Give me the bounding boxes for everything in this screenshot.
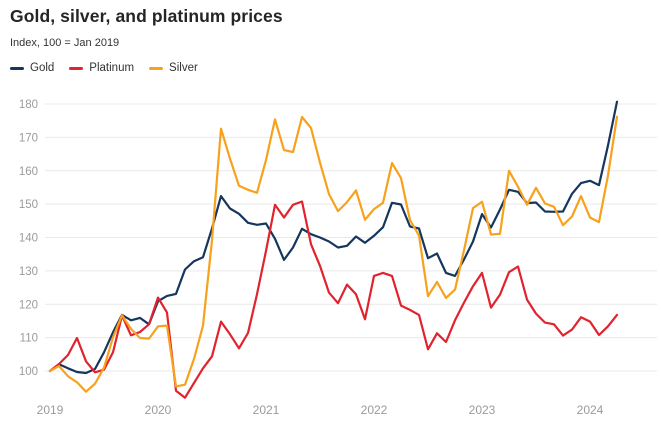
x-tick-label: 2020 — [145, 403, 172, 417]
x-tick-label: 2024 — [577, 403, 604, 417]
series-line-silver — [48, 115, 619, 393]
y-tick-label: 110 — [20, 333, 38, 345]
x-tick-label: 2022 — [361, 403, 388, 417]
legend-swatch-platinum — [69, 66, 84, 70]
legend-swatch-gold — [10, 66, 24, 70]
y-tick-label: 100 — [19, 366, 38, 378]
legend-label: Silver — [169, 62, 198, 74]
legend-label: Platinum — [89, 62, 135, 74]
y-tick-label: 150 — [19, 199, 38, 211]
x-tick-label: 2023 — [469, 403, 496, 417]
legend-item-platinum: Platinum — [69, 62, 134, 74]
x-tick-label: 2019 — [37, 403, 64, 417]
legend-label: Gold — [30, 62, 55, 74]
y-tick-label: 130 — [19, 266, 38, 278]
chart-legend: Gold Platinum Silver — [10, 62, 198, 74]
series-line-platinum — [48, 200, 619, 399]
y-tick-label: 170 — [19, 132, 38, 144]
legend-item-silver: Silver — [149, 62, 198, 74]
legend-item-gold: Gold — [10, 62, 54, 74]
chart-subtitle: Index, 100 = Jan 2019 — [10, 37, 120, 49]
y-tick-label: 180 — [19, 99, 38, 111]
y-tick-label: 120 — [19, 299, 38, 311]
y-tick-label: 160 — [19, 166, 38, 178]
legend-swatch-silver — [149, 66, 164, 70]
y-tick-label: 140 — [19, 233, 38, 245]
x-tick-label: 2021 — [253, 403, 280, 417]
chart-title: Gold, silver, and platinum prices — [10, 6, 283, 26]
